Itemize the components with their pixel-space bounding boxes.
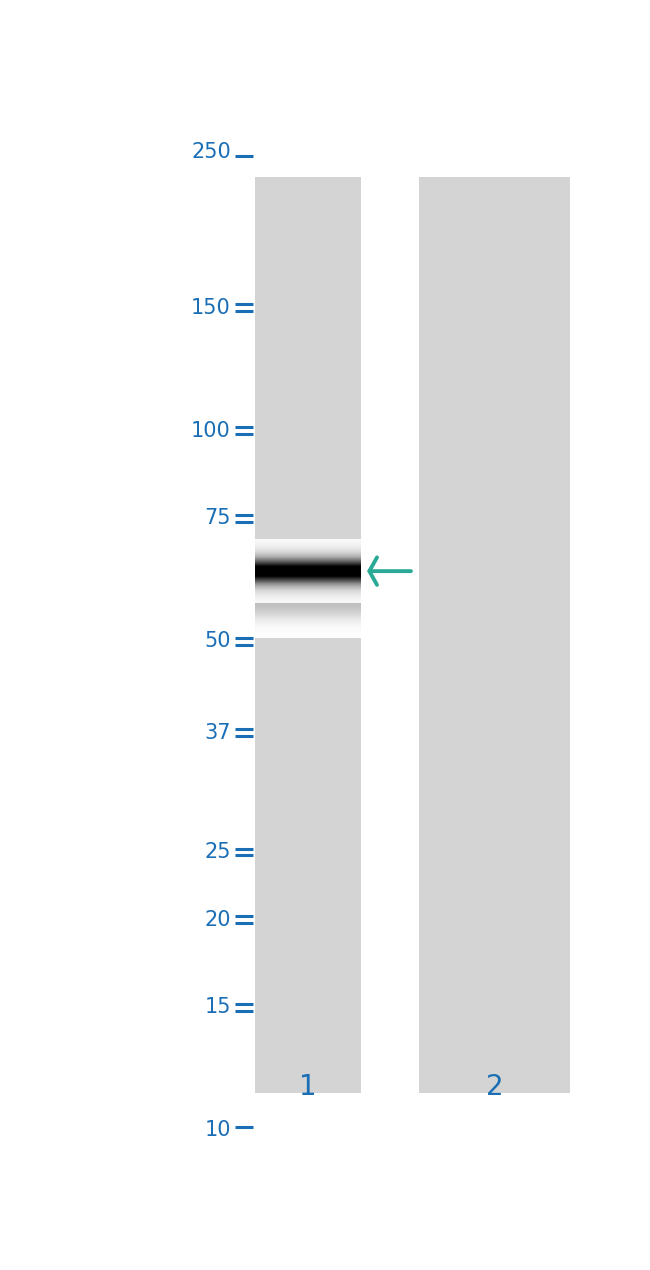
Text: 1: 1 <box>299 1073 317 1101</box>
Text: 10: 10 <box>204 1120 231 1140</box>
Text: 50: 50 <box>204 631 231 652</box>
Bar <box>419 177 570 1093</box>
Bar <box>255 177 361 1093</box>
Text: 75: 75 <box>204 508 231 528</box>
Text: 25: 25 <box>204 842 231 862</box>
Text: 2: 2 <box>486 1073 503 1101</box>
Text: 250: 250 <box>191 142 231 163</box>
Text: 150: 150 <box>191 297 231 318</box>
Text: 15: 15 <box>204 997 231 1017</box>
Text: 100: 100 <box>191 420 231 441</box>
Text: 20: 20 <box>204 909 231 930</box>
Text: 37: 37 <box>204 723 231 743</box>
